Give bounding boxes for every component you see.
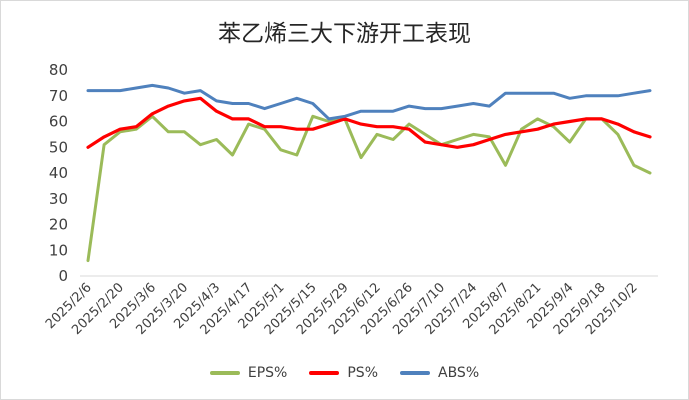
legend-label-abs: ABS% [438, 365, 480, 381]
legend-label-eps: EPS% [247, 365, 288, 381]
y-tick-label: 30 [49, 190, 68, 208]
chart-title: 苯乙烯三大下游开工表现 [218, 21, 471, 47]
y-tick-label: 10 [49, 241, 68, 259]
y-tick-label: 80 [49, 61, 68, 79]
legend-label-ps: PS% [347, 365, 378, 381]
y-tick-label: 0 [58, 267, 68, 285]
y-tick-label: 40 [49, 164, 68, 182]
legend-swatch-eps [209, 371, 240, 375]
y-tick-label: 70 [49, 87, 68, 105]
legend-item-ps: PS% [309, 365, 378, 381]
legend-item-eps: EPS% [209, 365, 288, 381]
legend-swatch-abs [400, 371, 430, 375]
legend: EPS% PS% ABS% [0, 360, 689, 386]
y-tick-label: 50 [49, 138, 68, 156]
legend-item-abs: ABS% [400, 365, 479, 381]
series-line-abs [86, 83, 652, 121]
y-tick-label: 20 [49, 216, 68, 234]
series-line-eps [86, 114, 652, 263]
legend-swatch-ps [309, 371, 340, 375]
series-line-ps [86, 96, 652, 149]
y-tick-label: 60 [49, 113, 68, 131]
